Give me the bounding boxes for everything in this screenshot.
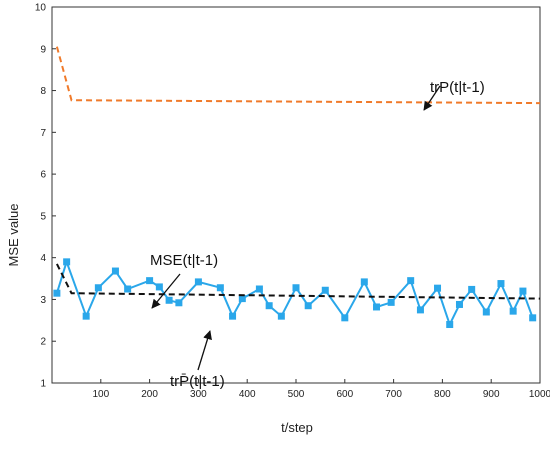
- annotation-arrow: [151, 273, 181, 309]
- data-point-marker: [82, 312, 90, 320]
- data-point-marker: [229, 312, 237, 320]
- y-tick-label: 7: [40, 128, 46, 139]
- data-point-marker: [321, 286, 329, 294]
- data-point-marker: [146, 277, 154, 285]
- y-tick-label: 5: [40, 211, 46, 222]
- x-tick-label: 300: [190, 389, 207, 400]
- data-point-marker: [292, 284, 300, 292]
- data-point-marker: [53, 289, 61, 297]
- data-point-marker: [482, 308, 490, 316]
- x-axis: 100 200 300 400 500 600 700 800 900 1000: [92, 379, 550, 400]
- data-point-marker: [216, 284, 224, 292]
- data-point-marker: [434, 284, 442, 292]
- x-tick-label: 900: [483, 389, 500, 400]
- data-point-marker: [304, 302, 312, 310]
- y-axis-label: MSE value: [6, 204, 21, 267]
- data-point-marker: [111, 267, 119, 275]
- data-point-marker: [63, 258, 71, 266]
- annotation-arrow: [423, 85, 441, 111]
- annotation-arrow: [197, 330, 212, 371]
- data-point-marker: [387, 298, 395, 306]
- x-tick-label: 700: [385, 389, 402, 400]
- series-line-1: [55, 258, 534, 328]
- x-tick-label: 800: [434, 389, 451, 400]
- data-point-marker: [341, 314, 349, 322]
- data-point-marker: [155, 283, 163, 291]
- annotation-label: trP̄(t|t-1): [170, 373, 225, 390]
- data-point-marker: [360, 278, 368, 286]
- data-point-marker: [468, 285, 476, 293]
- x-tick-label: 400: [239, 389, 256, 400]
- data-point-marker: [416, 306, 424, 314]
- y-tick-label: 6: [40, 170, 46, 181]
- data-point-marker: [373, 303, 381, 311]
- data-point-marker: [194, 278, 202, 286]
- x-tick-label: 200: [141, 389, 158, 400]
- x-tick-label: 500: [288, 389, 305, 400]
- data-point-marker: [407, 277, 415, 285]
- series-layer: [53, 46, 541, 329]
- data-point-marker: [446, 321, 454, 329]
- data-point-marker: [509, 307, 517, 315]
- data-point-marker: [455, 300, 463, 308]
- y-tick-label: 9: [40, 44, 46, 55]
- data-point-marker: [94, 284, 102, 292]
- series-line-2: [56, 263, 541, 300]
- y-tick-label: 4: [40, 253, 46, 264]
- data-point-marker: [255, 285, 263, 293]
- plot-area-frame: [51, 6, 541, 384]
- data-point-marker: [519, 287, 527, 295]
- data-point-marker: [277, 312, 285, 320]
- y-tick-label: 8: [40, 86, 46, 97]
- x-axis-label: t/step: [281, 420, 313, 435]
- data-point-marker: [265, 302, 273, 310]
- annotation-layer: trP(t|t-1) MSE(t|t-1) trP̄(t|t-1): [150, 79, 485, 390]
- y-axis: 1 2 3 4 5 6 7 8 9 10: [35, 3, 56, 390]
- data-point-marker: [497, 280, 505, 288]
- x-tick-label: 100: [92, 389, 109, 400]
- data-point-marker: [124, 285, 132, 293]
- series-line-0: [55, 46, 541, 105]
- y-tick-label: 1: [40, 379, 46, 390]
- y-tick-label: 10: [35, 3, 47, 14]
- annotation-label: MSE(t|t-1): [150, 252, 218, 269]
- y-tick-label: 3: [40, 295, 46, 306]
- data-point-marker: [238, 295, 246, 303]
- data-point-marker: [175, 299, 183, 307]
- data-point-marker: [529, 314, 537, 322]
- x-tick-label: 600: [336, 389, 353, 400]
- y-tick-label: 2: [40, 337, 46, 348]
- x-tick-label: 1000: [529, 389, 550, 400]
- data-point-marker: [165, 296, 173, 304]
- annotation-label: trP(t|t-1): [430, 79, 485, 96]
